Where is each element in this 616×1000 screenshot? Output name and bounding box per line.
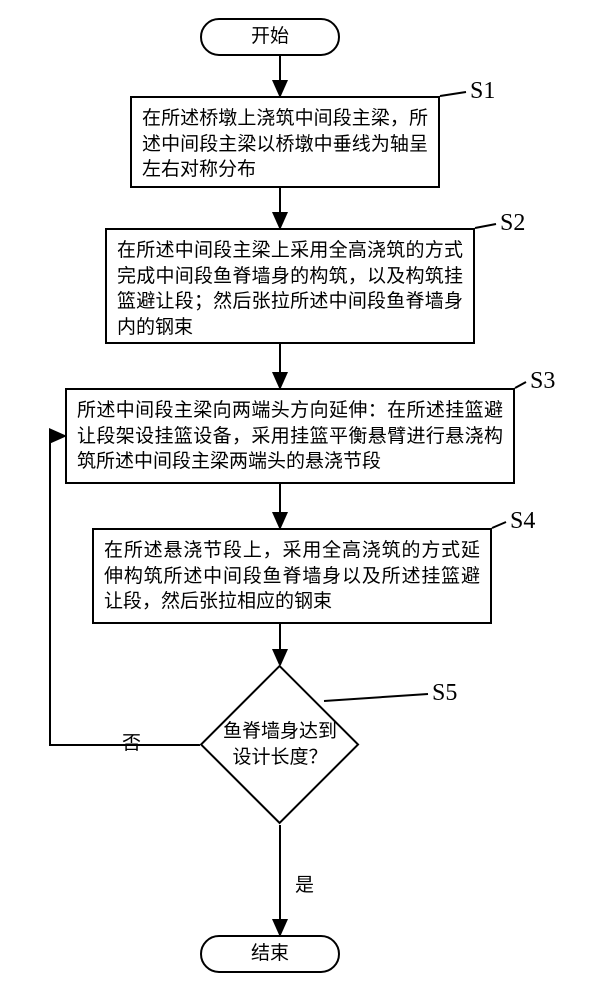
s2-text: 在所述中间段主梁上采用全高浇筑的方式完成中间段鱼脊墙身的构筑，以及构筑挂篮避让段…: [117, 240, 463, 338]
decision-s5: 鱼脊墙身达到 设计长度？: [200, 665, 360, 825]
terminator-end: 结束: [200, 935, 340, 973]
flowchart-canvas: 开始 在所述桥墩上浇筑中间段主梁，所述中间段主梁以桥墩中垂线为轴呈左右对称分布 …: [0, 0, 616, 1000]
branch-label-yes: 是: [295, 870, 314, 897]
process-s2: 在所述中间段主梁上采用全高浇筑的方式完成中间段鱼脊墙身的构筑，以及构筑挂篮避让段…: [105, 228, 475, 344]
step-label-s3: S3: [530, 368, 555, 395]
branch-label-no: 否: [122, 728, 141, 755]
step-label-s4: S4: [510, 508, 535, 535]
s5-text: 鱼脊墙身达到 设计长度？: [223, 719, 337, 770]
end-label: 结束: [251, 941, 289, 967]
step-label-s1: S1: [470, 78, 495, 105]
process-s4: 在所述悬浇节段上，采用全高浇筑的方式延伸构筑所述中间段鱼脊墙身以及所述挂篮避让段…: [92, 528, 492, 624]
process-s3: 所述中间段主梁向两端头方向延伸：在所述挂篮避让段架设挂篮设备，采用挂篮平衡悬臂进…: [65, 388, 515, 484]
process-s1: 在所述桥墩上浇筑中间段主梁，所述中间段主梁以桥墩中垂线为轴呈左右对称分布: [130, 96, 440, 188]
step-label-s2: S2: [500, 210, 525, 237]
start-label: 开始: [251, 24, 289, 50]
s1-text: 在所述桥墩上浇筑中间段主梁，所述中间段主梁以桥墩中垂线为轴呈左右对称分布: [142, 108, 428, 180]
s4-text: 在所述悬浇节段上，采用全高浇筑的方式延伸构筑所述中间段鱼脊墙身以及所述挂篮避让段…: [104, 540, 480, 612]
terminator-start: 开始: [200, 18, 340, 56]
s3-text: 所述中间段主梁向两端头方向延伸：在所述挂篮避让段架设挂篮设备，采用挂篮平衡悬臂进…: [77, 400, 503, 472]
step-label-s5: S5: [432, 680, 457, 707]
